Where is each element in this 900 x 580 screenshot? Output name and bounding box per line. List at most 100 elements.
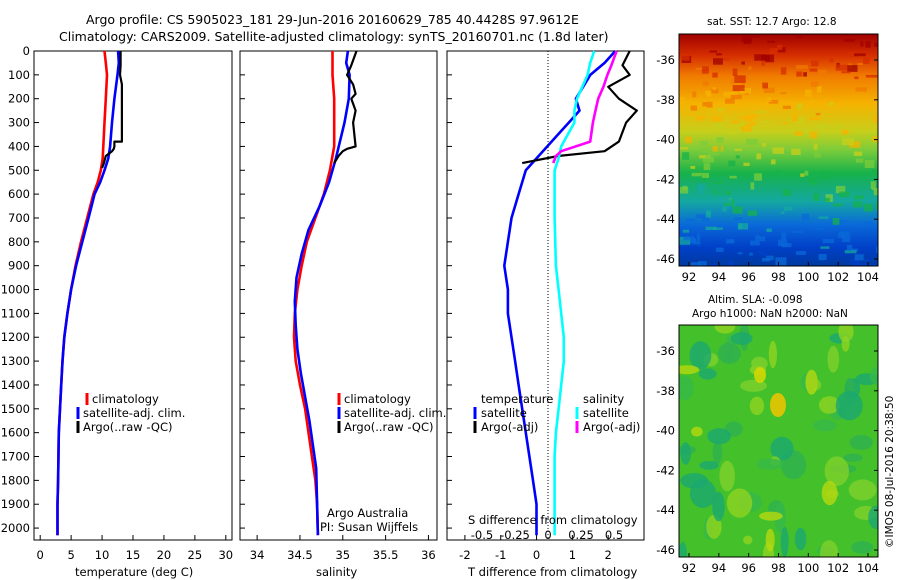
series-line-argo-raw-qc-: [333, 50, 358, 164]
x-tick-label: 36: [421, 548, 436, 562]
depth-tick-label: 200: [8, 92, 30, 106]
depth-tick-label: 1900: [1, 497, 30, 511]
lat-tick-label: -46: [656, 252, 675, 266]
legend-satellite-label: satellite-adj. clim.: [344, 406, 446, 420]
s-tick-label: -0.25: [500, 528, 530, 542]
legend-s-satellite-label: satellite: [583, 406, 629, 420]
depth-tick-label: 600: [8, 187, 30, 201]
salinity-panel: 34 34.5 35 35.5 36: [250, 50, 436, 562]
sla-map-axes: 92 94 96 98 100 102 104 -36 -38 -40 -42 -44 -46: [656, 344, 879, 575]
sla-map: [679, 325, 878, 557]
x-tick-label: 30: [218, 548, 233, 562]
x-tick-label: 15: [126, 548, 141, 562]
salinity-legend: climatology satellite-adj. clim. Argo(..…: [337, 392, 446, 434]
temperature-panel-frame: [33, 50, 233, 541]
legend-salinity-heading: salinity: [583, 392, 624, 406]
sla-map-title-2: Argo h1000: NaN h2000: NaN: [692, 308, 848, 320]
x-tick-label: 35.5: [373, 548, 399, 562]
depth-tick-label: 1200: [1, 330, 30, 344]
depth-tick-label: 1400: [1, 378, 30, 392]
series-line-salinity-argo-adj-: [552, 50, 618, 164]
legend-s-argo-label: Argo(-adj): [583, 420, 640, 434]
x-tick-label: 34: [250, 548, 265, 562]
lat-tick-label: -38: [656, 384, 675, 398]
legend-satellite-label: satellite-adj. clim.: [83, 406, 185, 420]
credit-org: Argo Australia: [327, 506, 408, 520]
depth-tick-label: 100: [8, 68, 30, 82]
lon-tick-label: 94: [712, 561, 727, 575]
series-line-satellite-adj-clim-: [293, 50, 351, 536]
depth-tick-label: 300: [8, 116, 30, 130]
temperature-panel: 0 5 10 15 20 25 30: [37, 50, 233, 562]
lat-tick-label: -42: [656, 172, 675, 186]
lat-tick-label: -44: [656, 503, 675, 517]
x-tick-label: -2: [459, 548, 470, 562]
x-tick-label: 25: [188, 548, 203, 562]
depth-tick-label: 500: [8, 163, 30, 177]
legend-climatology-label: climatology: [92, 392, 159, 406]
depth-tick-label: 700: [8, 211, 30, 225]
depth-tick-label: 900: [8, 259, 30, 273]
x-tick-label: 20: [157, 548, 172, 562]
depth-tick-label: 1300: [1, 354, 30, 368]
x-tick-label: 1: [569, 548, 576, 562]
sst-map: [679, 34, 878, 266]
difference-legend: temperature salinity satellite Argo(-adj…: [473, 392, 640, 434]
lon-tick-label: 100: [797, 561, 819, 575]
lat-tick-label: -44: [656, 212, 675, 226]
series-line-argo-raw-qc-: [101, 51, 124, 169]
sla-map-title-1: Altim. SLA: -0.098: [708, 294, 803, 306]
legend-argo-label: Argo(..raw -QC): [344, 420, 434, 434]
lon-tick-label: 92: [682, 561, 697, 575]
series-line-temperature-argo-adj-: [521, 50, 638, 165]
depth-axis: 0 100 200 300 400 500 600 700 800 900 1000 1100 1200…: [1, 44, 452, 535]
x-tick-label: 5: [67, 548, 74, 562]
legend-temperature-heading: temperature: [481, 392, 553, 406]
difference-xlabel: T difference from climatology: [467, 565, 638, 579]
lon-tick-label: 96: [741, 270, 756, 284]
depth-tick-label: 0: [23, 44, 30, 58]
imos-stamp: ©IMOS 08-Jul-2016 20:38:50: [884, 396, 896, 548]
lat-tick-label: -46: [656, 543, 675, 557]
legend-t-argo-label: Argo(-adj): [481, 420, 538, 434]
difference-panel-frame: [446, 50, 645, 541]
x-tick-label: 0: [37, 548, 44, 562]
s-difference-label: S difference from climatology: [468, 513, 638, 527]
series-line-satellite-adj-clim-: [56, 50, 121, 536]
temperature-legend: climatology satellite-adj. clim. Argo(..…: [76, 392, 185, 434]
s-tick-label: 0.5: [605, 528, 623, 542]
lat-tick-label: -40: [656, 424, 675, 438]
lat-tick-label: -36: [656, 53, 675, 67]
lat-tick-label: -40: [656, 133, 675, 147]
depth-tick-label: 1000: [1, 283, 30, 297]
lon-tick-label: 102: [827, 270, 849, 284]
lat-tick-label: -38: [656, 93, 675, 107]
legend-t-satellite-label: satellite: [481, 406, 527, 420]
salinity-panel-frame: [239, 50, 438, 541]
lon-tick-label: 98: [771, 270, 786, 284]
lon-tick-label: 100: [797, 270, 819, 284]
depth-tick-label: 1100: [1, 306, 30, 320]
sst-map-title: sat. SST: 12.7 Argo: 12.8: [707, 16, 837, 28]
depth-tick-label: 1500: [1, 402, 30, 416]
lon-tick-label: 102: [827, 561, 849, 575]
depth-tick-label: 1700: [1, 450, 30, 464]
depth-tick-label: 400: [8, 139, 30, 153]
legend-argo-label: Argo(..raw -QC): [83, 420, 173, 434]
lon-tick-label: 96: [741, 561, 756, 575]
lon-tick-label: 104: [857, 561, 879, 575]
legend-climatology-label: climatology: [344, 392, 411, 406]
sst-map-axes: 92 94 96 98 100 102 104 -36 -38 -40 -42 -44 -46: [656, 53, 879, 284]
x-tick-label: 34.5: [287, 548, 313, 562]
credit-pi: PI: Susan Wijffels: [320, 520, 418, 534]
series-line-temperature-satellite: [502, 50, 617, 536]
x-tick-label: 0: [533, 548, 540, 562]
x-tick-label: 10: [95, 548, 110, 562]
lat-tick-label: -42: [656, 463, 675, 477]
s-tick-label: -0.5: [471, 528, 493, 542]
series-line-climatology: [56, 50, 109, 536]
lon-tick-label: 98: [771, 561, 786, 575]
lon-tick-label: 94: [712, 270, 727, 284]
depth-tick-label: 800: [8, 235, 30, 249]
